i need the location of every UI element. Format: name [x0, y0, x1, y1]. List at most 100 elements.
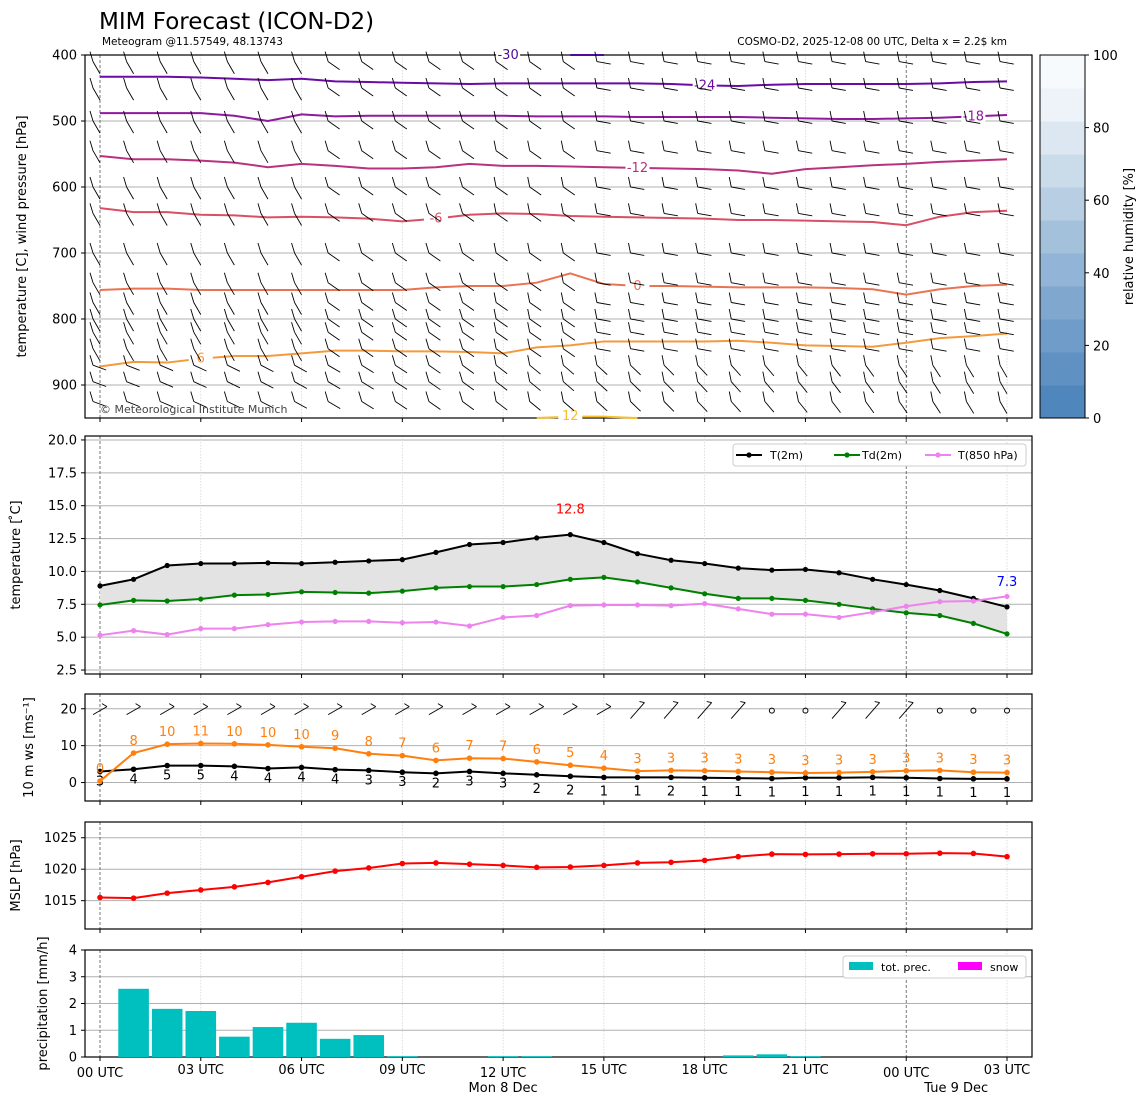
wind-barb: [425, 355, 441, 374]
wind-barb: [156, 242, 168, 266]
barb-shaft: [294, 401, 308, 409]
barb-flag: [190, 322, 195, 333]
barb-flag: [291, 371, 295, 382]
calm-wind-icon: [802, 707, 809, 714]
barb-flag: [471, 703, 477, 707]
barb-flag: [123, 176, 128, 188]
wind-barb: [896, 110, 914, 124]
barb-shaft: [932, 282, 947, 286]
wind-value-label: 1: [701, 785, 709, 800]
barb-flag: [628, 355, 631, 366]
barb-flag: [156, 292, 161, 303]
series-point: [466, 623, 473, 629]
barb-shaft: [260, 87, 269, 101]
surface-wind-barb: [529, 703, 544, 715]
wind-barb: [190, 51, 202, 74]
barb-shaft: [395, 381, 408, 390]
barb-shaft: [899, 212, 914, 217]
wind-barb: [796, 308, 813, 322]
wind-barb: [762, 242, 779, 256]
barb-flag: [493, 338, 497, 349]
barb-flag: [156, 338, 161, 349]
wind-value-label: 10: [293, 728, 310, 743]
barb-shaft: [495, 401, 508, 411]
wind-barb: [291, 176, 302, 200]
series-line: [99, 852, 1008, 900]
series-point: [701, 767, 708, 774]
wind-barb: [728, 272, 746, 286]
barb-flag: [391, 292, 396, 303]
barb-flag: [493, 51, 497, 62]
barb-shaft: [764, 331, 779, 336]
wind-barb: [863, 322, 880, 336]
barb-flag: [762, 371, 766, 382]
wind-barb: [459, 77, 475, 97]
barb-flag: [459, 242, 463, 254]
wind-barb: [728, 242, 746, 256]
barb-flag: [425, 242, 430, 254]
barb-shaft: [831, 61, 846, 65]
series-point: [399, 860, 406, 867]
wind-barb: [594, 242, 611, 256]
wind-barb: [695, 203, 712, 217]
barb-flag: [459, 355, 463, 366]
wind-barb: [560, 272, 576, 292]
barb-shaft: [260, 364, 274, 373]
barb-shaft: [563, 150, 576, 160]
wind-barb: [896, 176, 914, 190]
surface-wind-barb: [865, 701, 880, 719]
wind-barb: [291, 110, 302, 134]
barb-shaft: [563, 120, 576, 130]
wind-barb: [661, 272, 678, 286]
wind-barb: [829, 272, 846, 286]
wind-barb: [358, 77, 374, 97]
barb-shaft: [899, 252, 914, 256]
barb-flag: [493, 110, 497, 122]
series-line: [99, 533, 1008, 608]
barb-shaft: [92, 120, 101, 134]
wind-barb: [695, 176, 712, 190]
series-point: [130, 895, 137, 901]
isotherm-label: -6: [429, 212, 442, 227]
barb-flag: [762, 338, 766, 349]
barb-shaft: [294, 150, 302, 164]
barb-shaft: [663, 318, 678, 322]
barb-shaft: [260, 186, 269, 200]
precip-bar: [487, 1056, 519, 1057]
barb-shaft: [563, 186, 576, 196]
barb-shaft: [865, 87, 880, 91]
barb-shaft: [798, 212, 813, 217]
barb-flag: [257, 242, 262, 254]
wind-barb: [796, 272, 813, 286]
wind-barb: [324, 176, 340, 196]
wind-barb: [156, 308, 168, 332]
barb-shaft: [361, 401, 374, 410]
barb-flag: [527, 272, 531, 283]
series-point: [332, 559, 338, 565]
wind-value-label: 2: [667, 784, 675, 799]
barb-shaft: [932, 120, 947, 124]
wind-barb: [863, 391, 875, 414]
barb-shaft: [126, 150, 134, 164]
wind-barb: [123, 77, 134, 101]
barb-flag: [190, 242, 195, 254]
series-point: [97, 768, 103, 775]
barb-shaft: [160, 381, 174, 388]
barb-shaft: [731, 282, 746, 286]
isotherm-line: [99, 332, 1008, 368]
x-tick-label: 03 UTC: [178, 1063, 224, 1078]
barb-flag: [493, 272, 497, 283]
wind-value-label: 1: [1003, 786, 1011, 801]
series-point: [970, 620, 977, 626]
barb-flag: [930, 272, 934, 283]
barb-flag: [594, 272, 598, 283]
surface-wind-barb: [294, 703, 309, 715]
wind-barb: [190, 203, 202, 226]
barb-flag: [863, 338, 867, 349]
wind-value-label: 3: [969, 753, 977, 768]
barb-flag: [89, 355, 94, 366]
wind-barb: [628, 338, 645, 352]
barb-shaft: [361, 331, 374, 341]
wind-barb: [156, 322, 168, 345]
barb-shaft: [529, 381, 541, 391]
